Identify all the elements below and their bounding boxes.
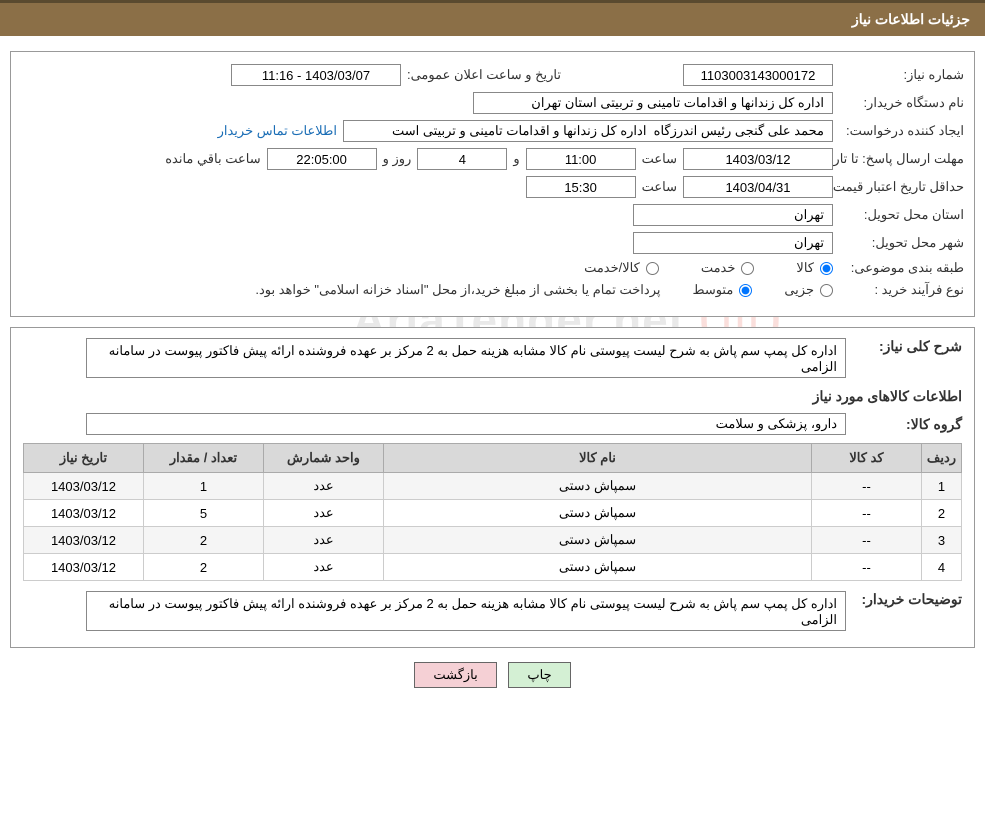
table-cell: 1 — [922, 473, 962, 500]
back-button[interactable]: بازگشت — [414, 662, 496, 688]
deadline-label: مهلت ارسال پاسخ: تا تاریخ: — [839, 151, 964, 168]
buyer-org-field[interactable] — [473, 92, 833, 114]
page-header: جزئیات اطلاعات نیاز — [0, 0, 985, 36]
min-validity-label: حداقل تاریخ اعتبار قیمت: تا تاریخ: — [839, 179, 964, 196]
table-cell: 2 — [922, 500, 962, 527]
buyer-contact-link[interactable]: اطلاعات تماس خریدار — [218, 123, 337, 139]
need-number-field[interactable] — [683, 64, 833, 86]
table-header-cell: کد کالا — [812, 444, 922, 473]
purchase-medium-radio[interactable] — [739, 284, 752, 297]
min-validity-hour-field[interactable] — [526, 176, 636, 198]
general-desc-field[interactable] — [86, 338, 846, 378]
table-cell: عدد — [264, 500, 384, 527]
table-row: 4--سمپاش دستیعدد21403/03/12 — [24, 554, 962, 581]
table-cell: 1403/03/12 — [24, 527, 144, 554]
time-remaining-field[interactable] — [267, 148, 377, 170]
table-cell: عدد — [264, 527, 384, 554]
table-header-cell: نام کالا — [384, 444, 812, 473]
general-desc-label: شرح کلی نیاز: — [852, 338, 962, 355]
table-cell: -- — [812, 473, 922, 500]
category-goods-service-radio[interactable] — [646, 262, 659, 275]
purchase-minor-label: جزیی — [784, 282, 814, 298]
button-row: چاپ بازگشت — [0, 662, 985, 688]
table-header-cell: تعداد / مقدار — [144, 444, 264, 473]
table-cell: 1403/03/12 — [24, 500, 144, 527]
requester-field[interactable] — [343, 120, 833, 142]
purchase-minor-radio[interactable] — [820, 284, 833, 297]
table-row: 2--سمپاش دستیعدد51403/03/12 — [24, 500, 962, 527]
deadline-date-field[interactable] — [683, 148, 833, 170]
category-service-radio[interactable] — [741, 262, 754, 275]
buyer-org-label: نام دستگاه خریدار: — [839, 95, 964, 111]
table-cell: 1403/03/12 — [24, 554, 144, 581]
announce-label: تاریخ و ساعت اعلان عمومی: — [407, 67, 561, 83]
days-label: روز و — [383, 151, 412, 167]
goods-group-field[interactable] — [86, 413, 846, 435]
goods-table: ردیفکد کالانام کالاواحد شمارشتعداد / مقد… — [23, 443, 962, 581]
purchase-note: پرداخت تمام یا بخشی از مبلغ خرید،از محل … — [255, 282, 660, 298]
table-cell: 2 — [144, 527, 264, 554]
table-cell: سمپاش دستی — [384, 473, 812, 500]
goods-info-title: اطلاعات کالاهای مورد نیاز — [23, 388, 962, 405]
announce-datetime-field[interactable] — [231, 64, 401, 86]
print-button[interactable]: چاپ — [508, 662, 570, 688]
table-cell: 1 — [144, 473, 264, 500]
table-row: 1--سمپاش دستیعدد11403/03/12 — [24, 473, 962, 500]
buyer-notes-label: توضیحات خریدار: — [852, 591, 962, 608]
table-cell: عدد — [264, 473, 384, 500]
table-header-cell: واحد شمارش — [264, 444, 384, 473]
category-service-label: خدمت — [701, 260, 736, 276]
table-cell: 1403/03/12 — [24, 473, 144, 500]
table-cell: سمپاش دستی — [384, 554, 812, 581]
page-title: جزئیات اطلاعات نیاز — [852, 11, 970, 27]
delivery-province-label: استان محل تحویل: — [839, 207, 964, 223]
purchase-type-label: نوع فرآیند خرید : — [839, 282, 964, 298]
table-cell: عدد — [264, 554, 384, 581]
table-cell: -- — [812, 527, 922, 554]
hour-label-2: ساعت — [642, 179, 677, 195]
table-header-cell: تاریخ نیاز — [24, 444, 144, 473]
and-label: و — [513, 151, 519, 167]
days-remaining-field[interactable] — [417, 148, 507, 170]
delivery-city-field[interactable] — [633, 232, 833, 254]
goods-group-label: گروه کالا: — [852, 416, 962, 433]
requester-label: ایجاد کننده درخواست: — [839, 123, 964, 139]
table-cell: 5 — [144, 500, 264, 527]
need-number-label: شماره نیاز: — [839, 67, 964, 83]
table-cell: سمپاش دستی — [384, 527, 812, 554]
table-cell: -- — [812, 500, 922, 527]
form-panel: شماره نیاز: تاریخ و ساعت اعلان عمومی: نا… — [10, 51, 975, 317]
deadline-hour-field[interactable] — [526, 148, 636, 170]
category-goods-radio[interactable] — [820, 262, 833, 275]
remaining-label: ساعت باقي مانده — [165, 151, 260, 167]
delivery-city-label: شهر محل تحویل: — [839, 235, 964, 251]
table-cell: 4 — [922, 554, 962, 581]
category-goods-label: کالا — [796, 260, 814, 276]
buyer-notes-field[interactable] — [86, 591, 846, 631]
table-cell: سمپاش دستی — [384, 500, 812, 527]
category-label: طبقه بندی موضوعی: — [839, 260, 964, 276]
category-goods-service-label: کالا/خدمت — [584, 260, 640, 276]
min-validity-date-field[interactable] — [683, 176, 833, 198]
table-row: 3--سمپاش دستیعدد21403/03/12 — [24, 527, 962, 554]
delivery-province-field[interactable] — [633, 204, 833, 226]
table-cell: -- — [812, 554, 922, 581]
table-cell: 2 — [144, 554, 264, 581]
table-cell: 3 — [922, 527, 962, 554]
purchase-medium-label: متوسط — [692, 282, 733, 298]
table-header-cell: ردیف — [922, 444, 962, 473]
details-panel: شرح کلی نیاز: اطلاعات کالاهای مورد نیاز … — [10, 327, 975, 648]
hour-label-1: ساعت — [642, 151, 677, 167]
